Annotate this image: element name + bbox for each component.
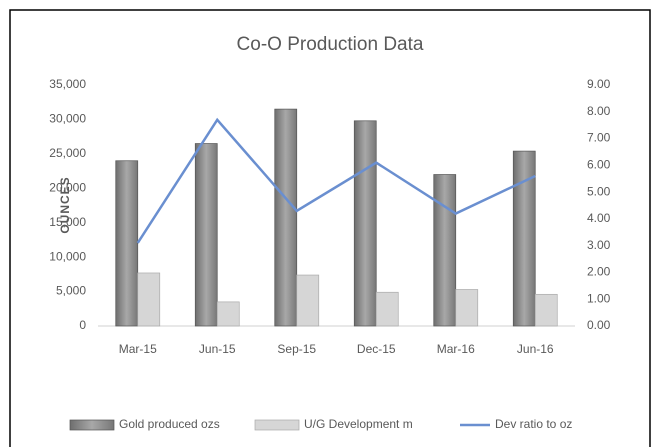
bar — [534, 293, 558, 327]
y-tick-label: 30,000 — [49, 112, 86, 126]
bar — [433, 174, 457, 327]
y2-tick-label: 3.00 — [587, 238, 611, 252]
y2-tick-label: 5.00 — [587, 184, 611, 198]
bar — [115, 160, 139, 327]
y-tick-label: 35,000 — [49, 77, 86, 91]
bar — [296, 274, 320, 327]
bar — [194, 143, 218, 327]
legend-label: Gold produced ozs — [119, 417, 220, 431]
bar — [137, 272, 161, 327]
y2-tick-label: 4.00 — [587, 211, 611, 225]
y-tick-label: 20,000 — [49, 180, 86, 194]
x-tick-label: Jun-16 — [517, 342, 554, 356]
y-tick-label: 5,000 — [56, 284, 86, 298]
legend-label: Dev ratio to oz — [495, 417, 572, 431]
y-tick-label: 10,000 — [49, 249, 86, 263]
y2-tick-label: 6.00 — [587, 158, 611, 172]
x-tick-label: Mar-16 — [437, 342, 475, 356]
y2-tick-label: 8.00 — [587, 104, 611, 118]
legend-label: U/G Development m — [304, 417, 413, 431]
bar — [455, 289, 479, 327]
legend-swatch — [69, 419, 115, 431]
y-tick-label: 15,000 — [49, 215, 86, 229]
x-tick-label: Sep-15 — [277, 342, 316, 356]
chart-border — [9, 9, 651, 447]
y2-tick-label: 0.00 — [587, 318, 611, 332]
line — [136, 117, 536, 244]
x-tick-label: Mar-15 — [119, 342, 157, 356]
y-tick-label: 0 — [79, 318, 86, 332]
y2-tick-label: 9.00 — [587, 77, 611, 91]
bar — [353, 120, 377, 327]
bar — [216, 301, 240, 327]
x-tick-label: Dec-15 — [357, 342, 396, 356]
y-tick-label: 25,000 — [49, 146, 86, 160]
y2-tick-label: 7.00 — [587, 131, 611, 145]
y2-tick-label: 1.00 — [587, 291, 611, 305]
y-axis-label: OUNCES — [58, 176, 72, 233]
bar — [375, 291, 399, 327]
chart-title: Co-O Production Data — [237, 34, 424, 55]
bar — [512, 150, 536, 327]
x-tick-label: Jun-15 — [199, 342, 236, 356]
y2-tick-label: 2.00 — [587, 265, 611, 279]
legend-swatch — [254, 419, 300, 431]
bar — [274, 108, 298, 327]
